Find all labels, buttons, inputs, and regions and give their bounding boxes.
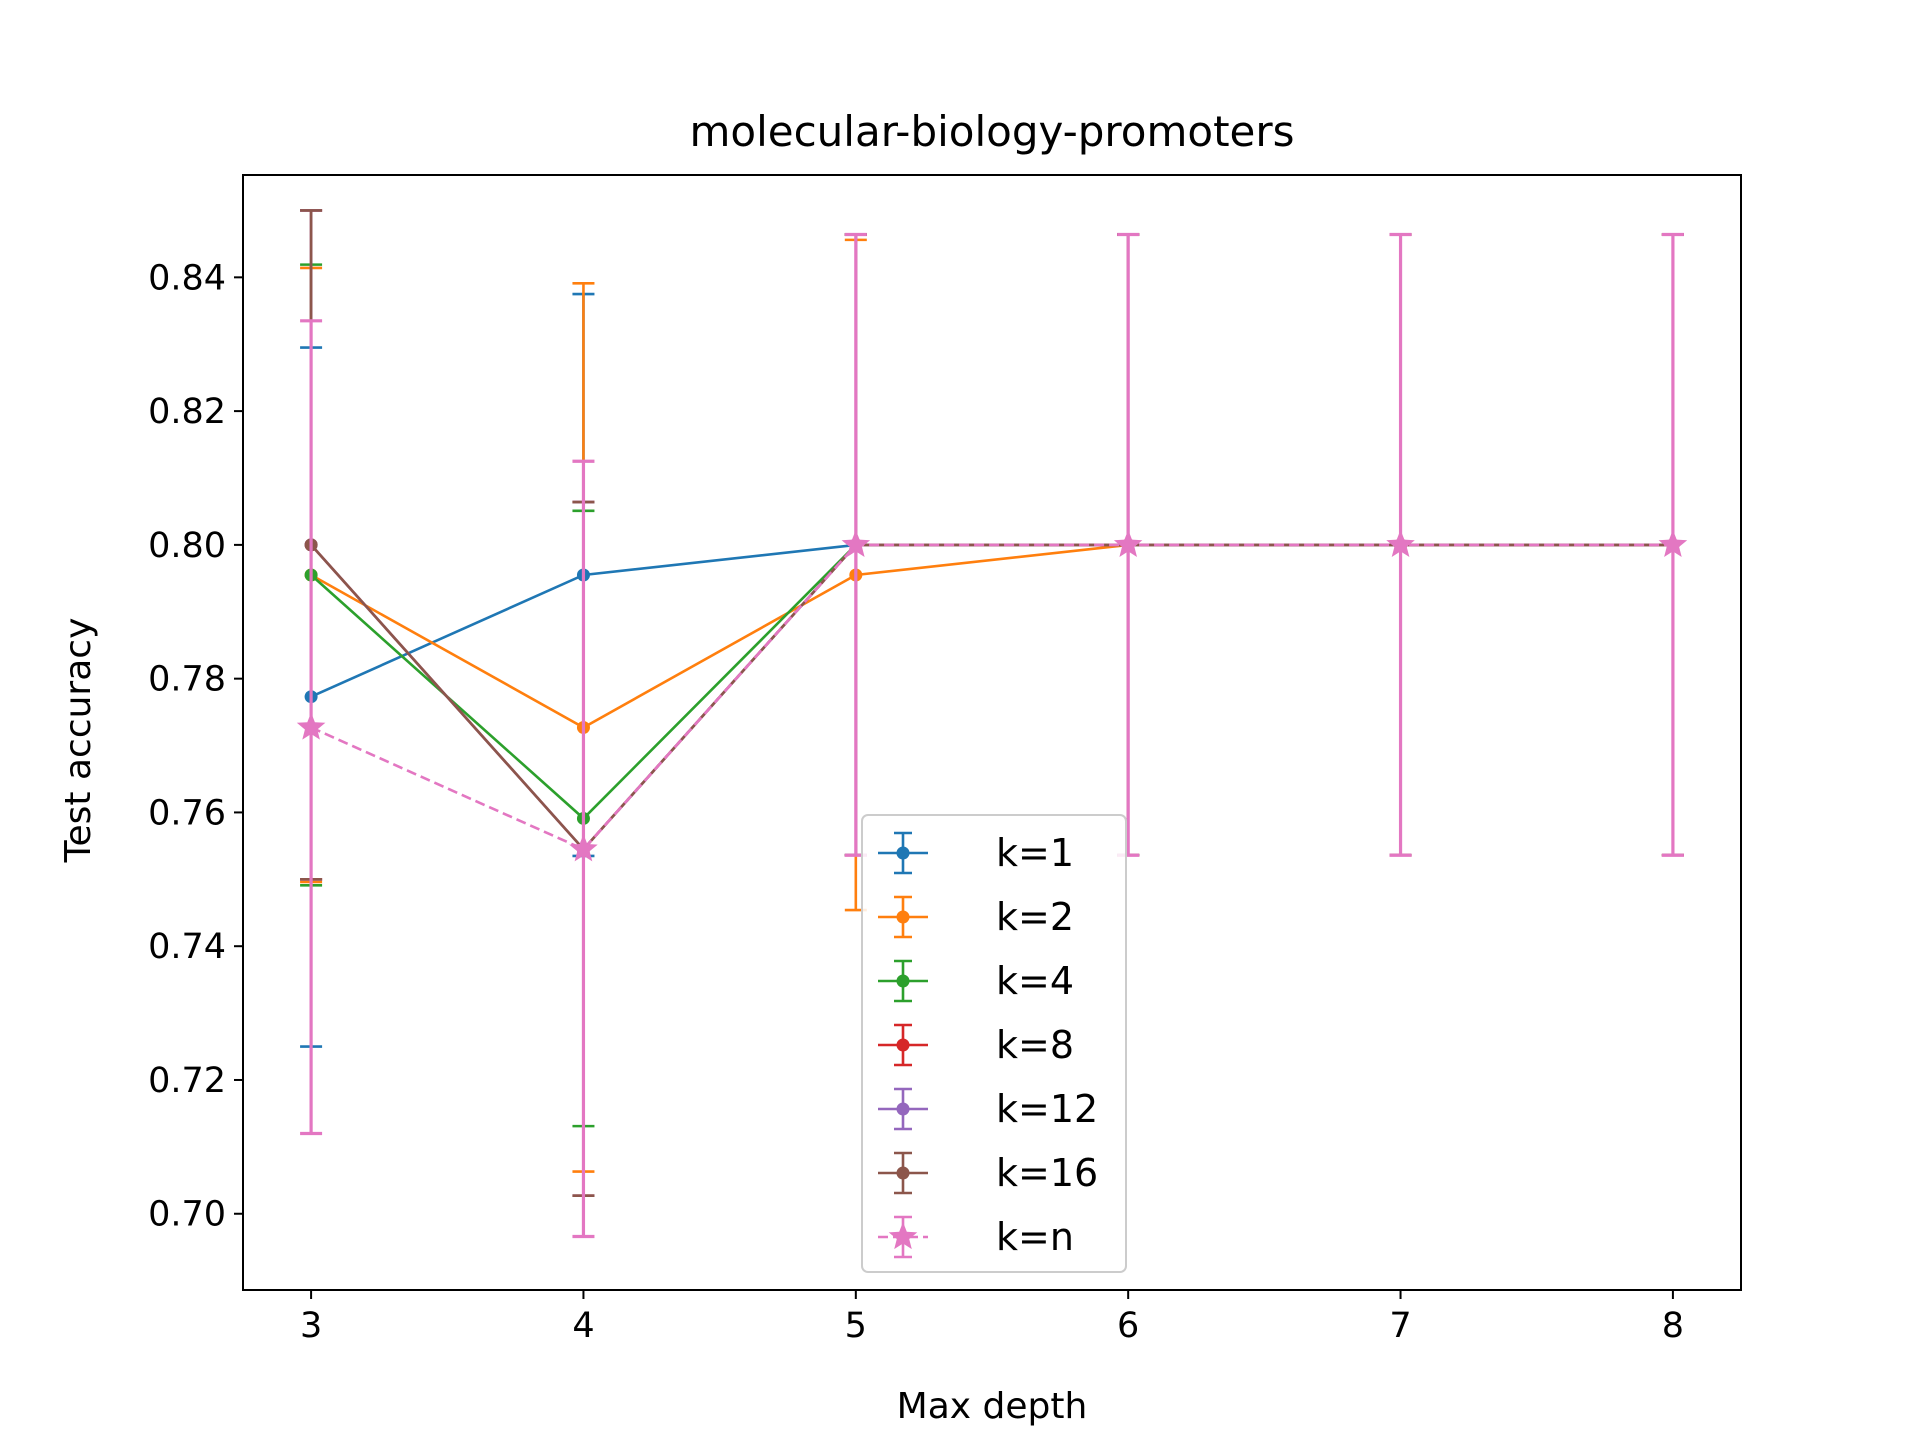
legend-item-k=4: k=4 <box>878 959 1074 1003</box>
legend-label: k=2 <box>996 895 1074 939</box>
x-tick-label: 8 <box>1662 1306 1684 1346</box>
data-point <box>1386 529 1415 557</box>
legend-item-k=n: k=n <box>878 1215 1074 1259</box>
legend-item-k=1: k=1 <box>878 831 1074 875</box>
legend-marker <box>896 1102 910 1116</box>
y-tick-label: 0.82 <box>148 392 226 432</box>
legend-marker <box>888 1222 918 1250</box>
legend-item-k=8: k=8 <box>878 1023 1074 1067</box>
x-tick-label: 3 <box>300 1306 322 1346</box>
series-k=n <box>296 232 1688 1239</box>
plot-layer <box>296 209 1688 1239</box>
legend-label: k=4 <box>996 959 1074 1003</box>
legend-label: k=12 <box>996 1087 1098 1131</box>
y-tick-label: 0.84 <box>148 258 226 298</box>
x-tick-label: 6 <box>1117 1306 1139 1346</box>
legend-marker <box>896 974 910 988</box>
legend-item-k=2: k=2 <box>878 895 1074 939</box>
y-tick-label: 0.72 <box>148 1061 226 1101</box>
legend-label: k=1 <box>996 831 1074 875</box>
legend-item-k=16: k=16 <box>878 1151 1098 1195</box>
plot-frame <box>242 174 1742 1291</box>
legend-marker <box>896 910 910 924</box>
x-tick-label: 4 <box>572 1306 594 1346</box>
legend: k=1 k=2 k=4 k=8 k=12 k=16 k=n <box>861 814 1127 1273</box>
y-tick-label: 0.76 <box>148 793 226 833</box>
legend-item-k=12: k=12 <box>878 1087 1098 1131</box>
x-axis-label: Max depth <box>897 1386 1088 1427</box>
y-axis-label: Test accuracy <box>58 618 99 864</box>
series-line <box>310 543 1673 851</box>
legend-label: k=8 <box>996 1023 1074 1067</box>
legend-label: k=n <box>996 1215 1074 1259</box>
legend-marker <box>896 1038 910 1052</box>
x-tick-label: 7 <box>1389 1306 1411 1346</box>
x-tick-label: 5 <box>845 1306 867 1346</box>
legend-box <box>861 814 1127 1273</box>
legend-marker <box>896 846 910 860</box>
legend-marker <box>896 1166 910 1180</box>
axes-layer: 3 4 5 6 7 8 0.70 0.72 0.74 0.76 0.78 0.80 0.82 0.84 <box>148 174 1742 1346</box>
y-tick-label: 0.80 <box>148 526 226 566</box>
y-tick-label: 0.74 <box>148 927 226 967</box>
data-point <box>841 529 871 557</box>
chart-title: molecular-biology-promoters <box>689 107 1294 156</box>
data-point <box>569 834 598 862</box>
legend-label: k=16 <box>996 1151 1098 1195</box>
data-point <box>1113 529 1143 557</box>
y-tick-label: 0.70 <box>148 1195 226 1235</box>
data-point <box>1658 529 1688 557</box>
data-point <box>296 712 326 740</box>
y-tick-label: 0.78 <box>148 660 226 700</box>
